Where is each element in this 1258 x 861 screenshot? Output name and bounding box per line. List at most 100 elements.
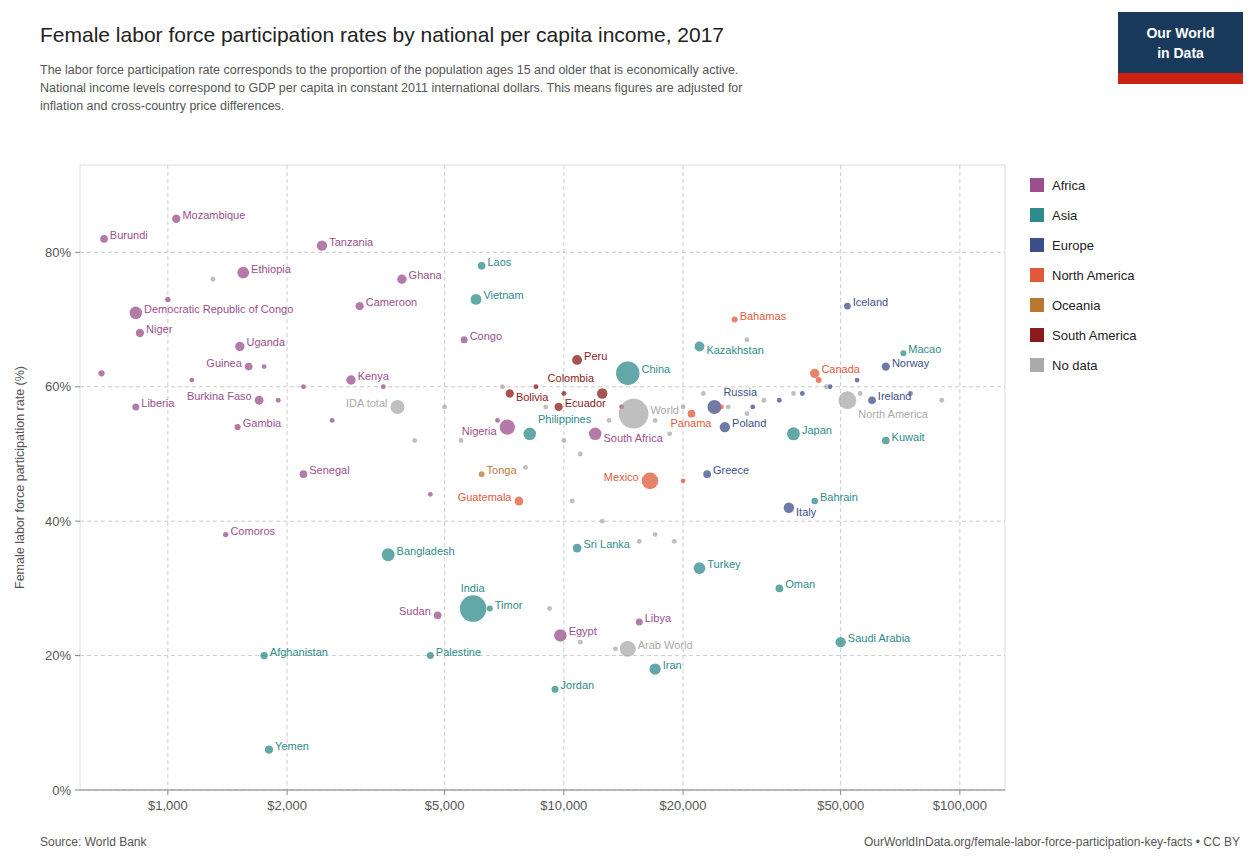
tick-label-y: 60% xyxy=(45,379,71,394)
point-label: Turkey xyxy=(707,558,741,570)
tick-y xyxy=(75,790,80,791)
point xyxy=(695,342,705,352)
point-label: Ireland xyxy=(878,390,912,402)
point xyxy=(276,398,281,403)
point-label: Poland xyxy=(732,417,766,429)
point xyxy=(500,419,515,434)
point-label: Sri Lanka xyxy=(584,538,631,550)
tick-x xyxy=(287,790,288,795)
point-label: Gambia xyxy=(243,417,282,429)
legend-swatch xyxy=(1030,238,1044,252)
point-label: Yemen xyxy=(275,740,309,752)
point xyxy=(500,384,505,389)
point-label: Burkina Faso xyxy=(187,390,252,402)
point-label: Tanzania xyxy=(329,236,374,248)
axes: $1,000$2,000$5,000$10,000$20,000$50,000$… xyxy=(13,165,1005,813)
point-label: Canada xyxy=(821,363,860,375)
point-label: Panama xyxy=(670,417,712,429)
logo-text: Our World xyxy=(1146,25,1214,41)
point xyxy=(100,235,108,243)
point-labels: WorldIndiaChinaNorth AmericaMexicoArab W… xyxy=(110,209,942,752)
tick-label-x: $1,000 xyxy=(148,798,188,813)
point xyxy=(136,329,144,337)
point-label: Liberia xyxy=(141,397,175,409)
point xyxy=(471,294,482,305)
point xyxy=(653,418,658,423)
point xyxy=(719,405,724,410)
point xyxy=(882,437,890,445)
point-label: Ethiopia xyxy=(251,263,292,275)
point xyxy=(561,438,566,443)
point xyxy=(839,391,857,409)
point xyxy=(703,470,711,478)
point-label: India xyxy=(461,582,486,594)
legend-label: Europe xyxy=(1052,238,1094,253)
tick-x xyxy=(563,790,564,795)
point xyxy=(787,427,800,440)
grid-line-x xyxy=(683,165,684,790)
point xyxy=(346,375,355,384)
point xyxy=(642,473,659,490)
point-label: Tonga xyxy=(487,464,518,476)
point-label: Macao xyxy=(908,343,941,355)
point xyxy=(552,686,559,693)
point-label: Egypt xyxy=(569,625,597,637)
tick-x xyxy=(959,790,960,795)
point-label: Peru xyxy=(584,350,607,362)
point xyxy=(523,428,536,441)
tick-label-y: 40% xyxy=(45,514,71,529)
point-label: World xyxy=(650,404,679,416)
point xyxy=(561,391,566,396)
tick-x xyxy=(840,790,841,795)
point xyxy=(868,396,876,404)
point xyxy=(637,539,642,544)
point xyxy=(636,618,643,625)
legend-swatch xyxy=(1030,268,1044,282)
point xyxy=(460,595,487,622)
point xyxy=(858,391,863,396)
tick-y xyxy=(75,655,80,656)
tick-x xyxy=(444,790,445,795)
tick-label-x: $50,000 xyxy=(817,798,864,813)
point-label: Niger xyxy=(146,323,173,335)
point xyxy=(732,317,738,323)
point xyxy=(554,629,567,642)
point xyxy=(165,297,170,302)
point xyxy=(570,499,575,504)
legend-label: Asia xyxy=(1052,208,1078,223)
logo-stripe xyxy=(1118,73,1243,84)
point-label: Oman xyxy=(785,578,815,590)
point xyxy=(260,652,267,659)
point xyxy=(428,492,433,497)
credit: OurWorldInData.org/female-labor-force-pa… xyxy=(864,835,1240,849)
point xyxy=(397,275,406,284)
point xyxy=(98,370,104,376)
point-label: Japan xyxy=(802,424,832,436)
point xyxy=(132,403,139,410)
point-label: Saudi Arabia xyxy=(848,632,911,644)
point xyxy=(356,302,364,310)
source: Source: World Bank xyxy=(40,835,147,849)
grid-line-x xyxy=(959,165,960,790)
legend-label: No data xyxy=(1052,358,1098,373)
title: Female labor force participation rates b… xyxy=(40,23,724,46)
point xyxy=(653,532,658,537)
logo: Our Worldin Data xyxy=(1118,12,1243,84)
point xyxy=(390,400,404,414)
point xyxy=(810,369,819,378)
point xyxy=(784,503,794,513)
grid-line-x xyxy=(287,165,288,790)
point xyxy=(130,307,143,320)
point xyxy=(382,548,395,561)
legend: AfricaAsiaEuropeNorth AmericaOceaniaSout… xyxy=(1030,178,1137,373)
point-label: Laos xyxy=(487,256,511,268)
point xyxy=(543,405,548,410)
x-axis-line xyxy=(80,790,1005,791)
legend-label: Oceania xyxy=(1052,298,1101,313)
point xyxy=(775,585,783,593)
tick-y xyxy=(75,521,80,522)
grid-line-y xyxy=(80,521,1005,522)
tick-label-y: 0% xyxy=(52,783,71,798)
point-label: Iran xyxy=(663,659,682,671)
point xyxy=(172,215,180,223)
